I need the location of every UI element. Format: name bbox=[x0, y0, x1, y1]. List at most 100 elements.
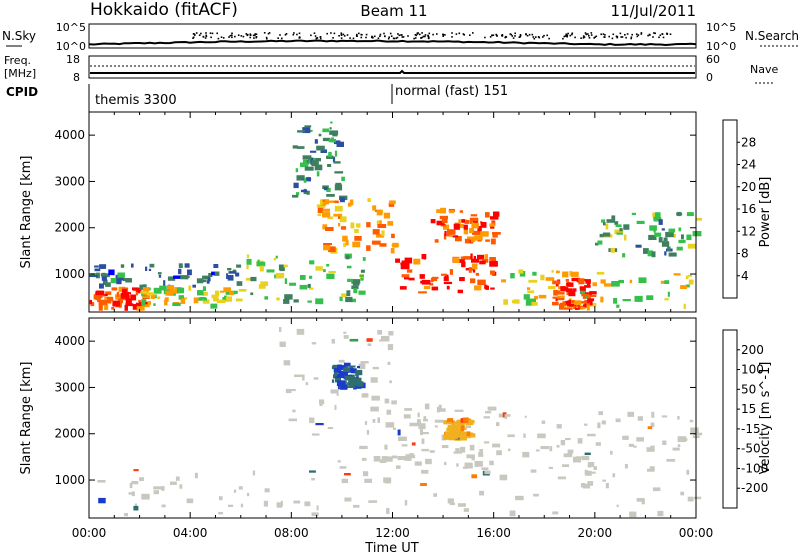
velocity-cell bbox=[587, 481, 594, 486]
noise-point bbox=[569, 34, 572, 37]
velocity-cell bbox=[161, 504, 166, 508]
velocity-cell bbox=[131, 481, 139, 485]
power-cell bbox=[158, 274, 162, 278]
power-cell bbox=[472, 269, 476, 273]
noise-point bbox=[436, 33, 438, 35]
power-cell bbox=[309, 260, 315, 265]
velocity-cell bbox=[280, 500, 283, 507]
power-cell bbox=[122, 278, 132, 282]
noise-point bbox=[432, 33, 434, 36]
power-cell bbox=[586, 304, 590, 311]
power-cell bbox=[342, 235, 348, 242]
velocity-cell bbox=[334, 404, 337, 410]
power-cell bbox=[124, 304, 128, 311]
power-cell bbox=[117, 272, 125, 278]
velocity-cell bbox=[689, 419, 694, 423]
velocity-cell bbox=[485, 411, 492, 414]
power-cell bbox=[257, 259, 260, 265]
noise-point bbox=[319, 37, 322, 40]
velocity-cell bbox=[448, 431, 452, 436]
power-cell bbox=[376, 209, 383, 216]
power-cell bbox=[458, 219, 461, 225]
velocity-cell bbox=[334, 367, 341, 373]
power-cell bbox=[329, 130, 339, 135]
noise-point bbox=[417, 32, 419, 34]
power-cell bbox=[392, 242, 399, 248]
noise-point bbox=[472, 32, 474, 34]
power-cell bbox=[592, 282, 597, 287]
power-cell bbox=[258, 284, 266, 289]
velocity-cell bbox=[293, 500, 301, 504]
power-cell bbox=[606, 219, 615, 223]
power-cell bbox=[224, 295, 228, 302]
power-cell bbox=[565, 288, 573, 292]
velocity-cell bbox=[504, 414, 508, 420]
power-cell bbox=[351, 279, 361, 284]
velocity-cell bbox=[597, 422, 601, 429]
power-cell bbox=[448, 233, 453, 237]
noise-point bbox=[624, 34, 626, 36]
noise-point bbox=[548, 37, 550, 40]
noise-point bbox=[604, 36, 606, 38]
power-cell bbox=[622, 299, 631, 302]
power-cell bbox=[352, 283, 360, 286]
velocity-cell bbox=[348, 377, 357, 383]
velocity-cell bbox=[423, 416, 427, 421]
power-cell bbox=[668, 228, 676, 233]
velocity-panel: 1000 2000 3000 4000 Slant Range [km] bbox=[19, 317, 703, 519]
power-cell bbox=[587, 281, 590, 286]
power-cell bbox=[316, 145, 325, 151]
power-cell bbox=[136, 306, 145, 311]
power-cell bbox=[446, 285, 450, 290]
velocity-cell bbox=[507, 434, 515, 438]
velocity-cell bbox=[577, 438, 583, 444]
noise-point bbox=[319, 36, 322, 38]
velocity-cell bbox=[523, 433, 526, 438]
power-cell bbox=[480, 222, 487, 228]
x-tick-label: 12:00 bbox=[375, 526, 410, 540]
power-cell bbox=[376, 220, 380, 225]
power-cell bbox=[418, 291, 427, 294]
power-ytick-label: 1000 bbox=[54, 267, 85, 281]
noise-point bbox=[451, 32, 453, 34]
noise-point bbox=[254, 34, 256, 37]
velocity-cell bbox=[479, 449, 483, 452]
velocity-cell bbox=[98, 497, 106, 504]
power-cell bbox=[149, 263, 155, 268]
velocity-cell bbox=[450, 434, 455, 437]
noise-point bbox=[387, 37, 390, 40]
power-cell bbox=[320, 149, 327, 153]
noise-point bbox=[340, 34, 343, 36]
velocity-cell bbox=[451, 429, 460, 435]
freq-label-1: Freq. bbox=[4, 54, 31, 67]
power-cell bbox=[98, 305, 103, 311]
velocity-cell bbox=[361, 393, 369, 398]
noise-point bbox=[310, 34, 312, 37]
power-cell bbox=[413, 258, 421, 265]
power-cell bbox=[399, 286, 407, 290]
power-cell bbox=[419, 274, 425, 279]
power-cell bbox=[332, 156, 336, 163]
velocity-cell bbox=[279, 327, 282, 333]
velocity-cell bbox=[411, 442, 416, 446]
velocity-cell bbox=[403, 414, 411, 419]
noise-point bbox=[377, 37, 380, 39]
power-cell bbox=[636, 220, 645, 224]
noise-point bbox=[640, 33, 643, 35]
power-cell bbox=[246, 258, 252, 265]
velocity-cell bbox=[276, 502, 283, 508]
power-cell bbox=[317, 213, 322, 216]
velocity-cell bbox=[264, 488, 270, 493]
velocity-cell bbox=[610, 450, 613, 455]
noise-point bbox=[293, 32, 295, 34]
velocity-cell bbox=[451, 432, 456, 436]
power-cell bbox=[278, 264, 284, 271]
velocity-cell bbox=[456, 419, 465, 424]
noise-point bbox=[332, 37, 334, 39]
noise-point bbox=[612, 33, 615, 36]
power-x-ticks bbox=[88, 112, 697, 312]
power-cell bbox=[464, 238, 470, 244]
velocity-cell bbox=[311, 433, 320, 436]
power-cell bbox=[565, 279, 569, 282]
noise-point bbox=[625, 36, 627, 39]
